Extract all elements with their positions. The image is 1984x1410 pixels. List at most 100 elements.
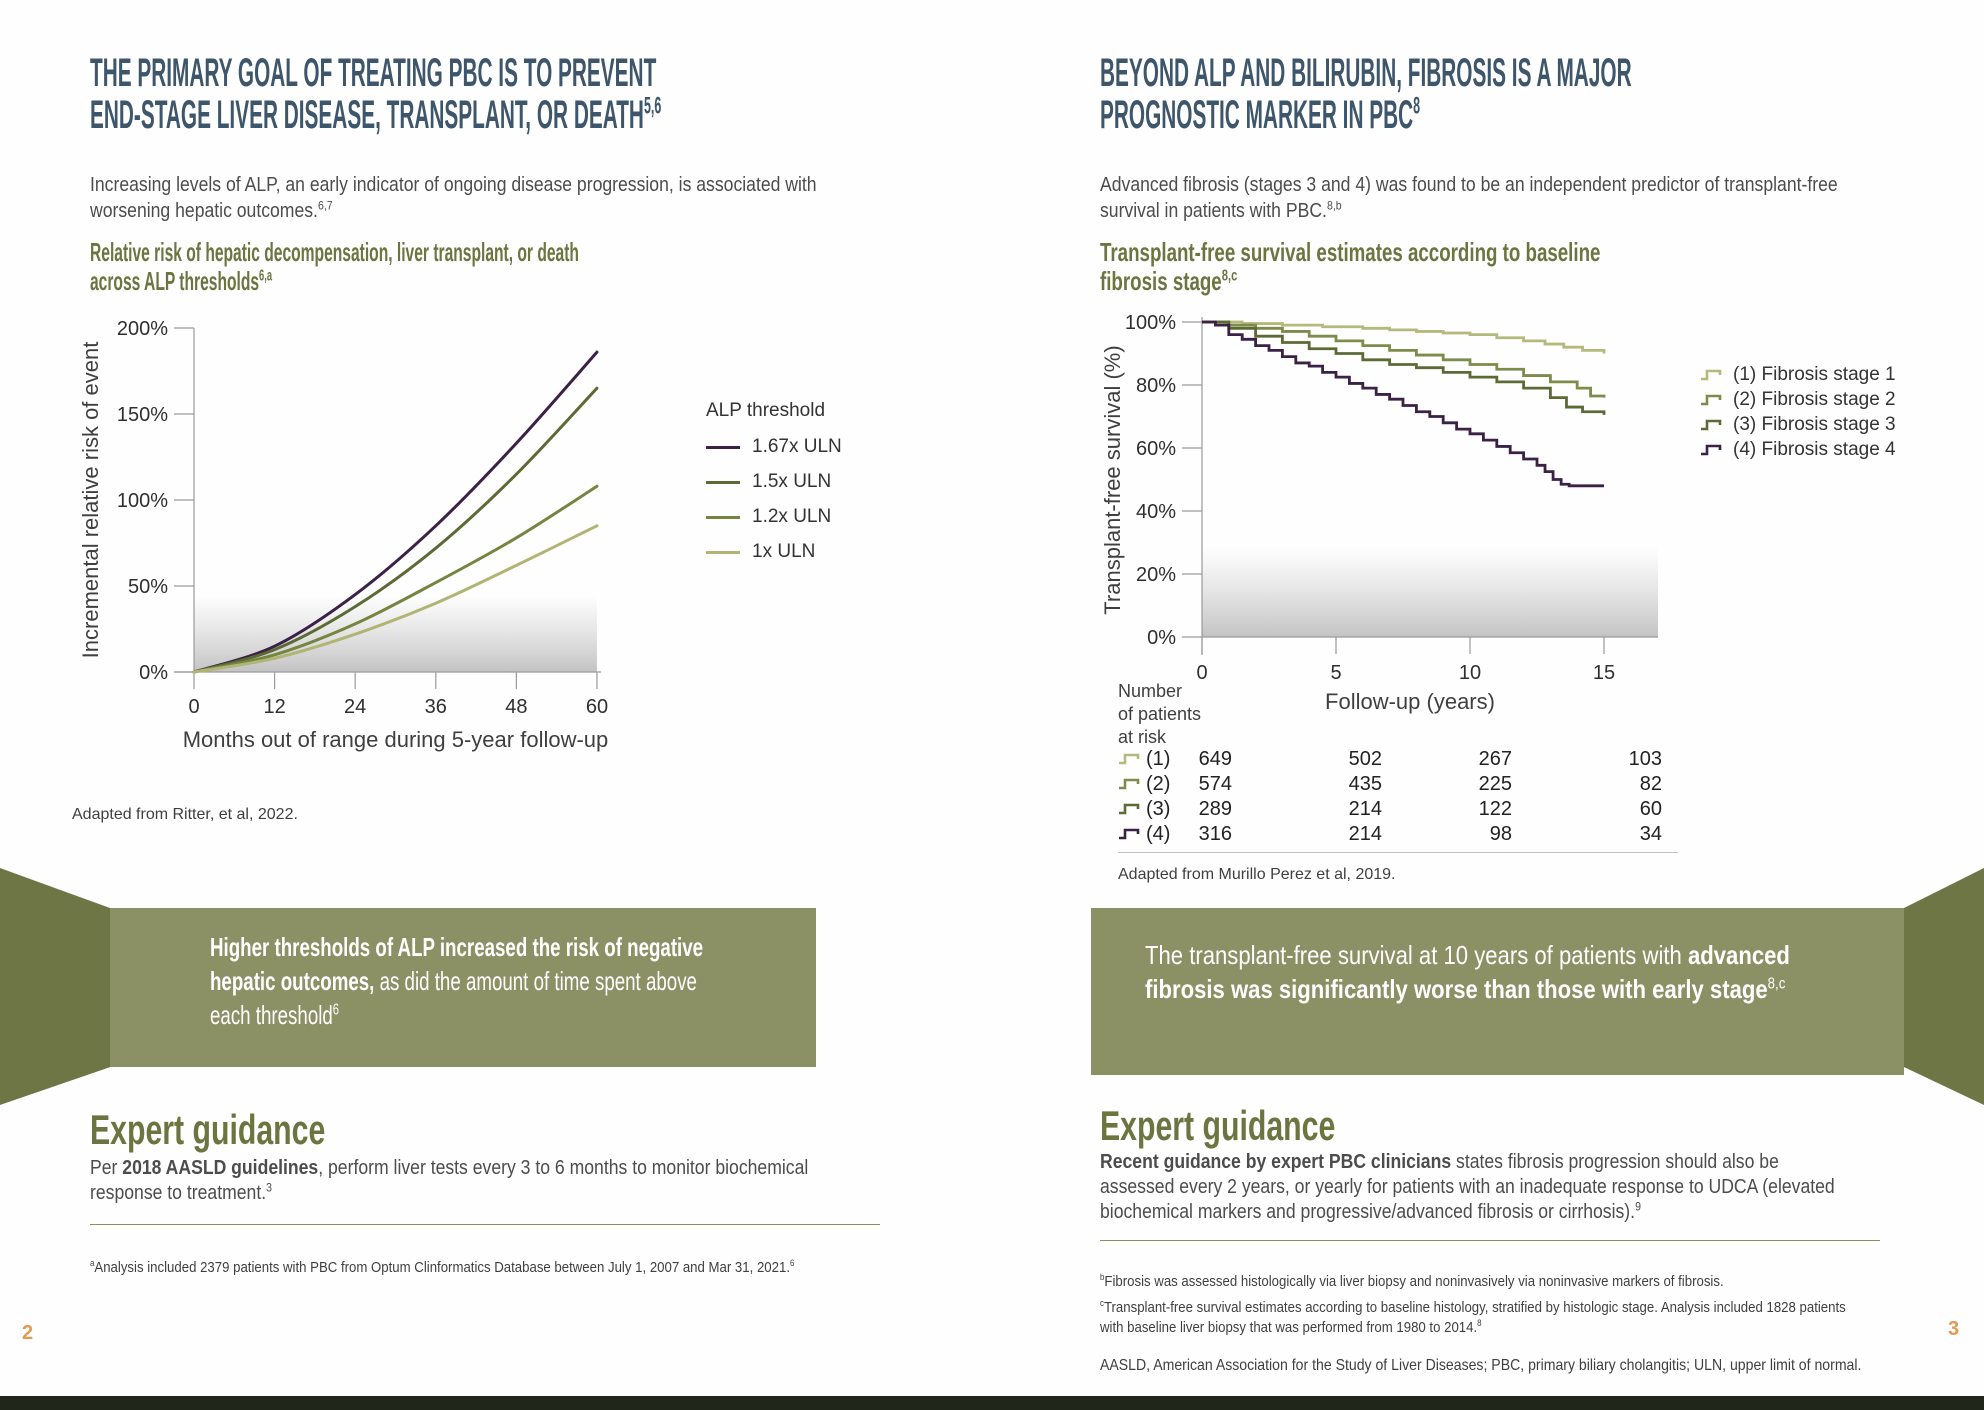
km-legend-item: (3) Fibrosis stage 3 <box>1700 413 1896 435</box>
left-divider-rule <box>90 1224 880 1225</box>
risk-count-value: 225 <box>1478 773 1512 795</box>
risk-row-key: (1) <box>1146 748 1171 770</box>
risk-row-key: (4) <box>1146 823 1171 845</box>
right-callout-box: The transplant-free survival at 10 years… <box>1091 908 1904 1075</box>
svg-text:15: 15 <box>1593 662 1615 684</box>
left-callout-ribbon-fold <box>0 868 110 1105</box>
risk-row-key: (2) <box>1146 773 1171 795</box>
risk-count-value: 122 <box>1478 798 1512 820</box>
svg-text:40%: 40% <box>1136 501 1176 523</box>
legend-label: (4) Fibrosis stage 4 <box>1733 438 1896 460</box>
right-intro: Advanced fibrosis (stages 3 and 4) was f… <box>1100 174 1838 222</box>
svg-text:0: 0 <box>188 696 199 718</box>
risk-count-value: 214 <box>1348 823 1382 845</box>
right-divider-rule <box>1100 1240 1880 1241</box>
left-expert-guidance-heading: Expert guidance <box>90 1106 326 1153</box>
legend-label: (3) Fibrosis stage 3 <box>1733 413 1896 435</box>
risk-count-value: 82 <box>1639 773 1662 795</box>
legend-label: 1.2x ULN <box>752 506 832 527</box>
alp-legend-item: 1.67x ULN <box>706 436 842 458</box>
legend-label: 1.5x ULN <box>752 471 832 492</box>
alp-legend-item: 1.5x ULN <box>706 471 842 493</box>
risk-table-row: (2) 574 435 225 82 <box>1090 773 1710 797</box>
left-page-title: THE PRIMARY GOAL OF TREATING PBC IS TO P… <box>90 52 661 136</box>
left-chart-heading-refs: 6,a <box>259 267 273 285</box>
svg-text:0%: 0% <box>1147 627 1176 649</box>
right-title-line-1: BEYOND ALP AND BILIRUBIN, FIBROSIS IS A … <box>1100 51 1632 95</box>
step-curve-icon <box>1701 419 1722 431</box>
alp-legend-item: 1.2x ULN <box>706 506 842 528</box>
svg-text:100%: 100% <box>1125 312 1176 334</box>
svg-text:20%: 20% <box>1136 564 1176 586</box>
risk-count-value: 289 <box>1198 798 1232 820</box>
risk-table-row: (1) 649 502 267 103 <box>1090 748 1710 772</box>
legend-line-swatch <box>706 515 740 519</box>
step-curve-icon <box>1701 369 1722 381</box>
risk-count-value: 267 <box>1478 748 1512 770</box>
alp-relative-risk-chart: 0% 50% 100% 150% 200% 0 12 24 36 48 60 Incremental … <box>78 318 609 752</box>
left-title-line-2: END-STAGE LIVER DISEASE, TRANSPLANT, OR … <box>90 92 662 137</box>
right-callout-ribbon-fold <box>1904 868 1984 1105</box>
svg-text:0%: 0% <box>139 662 168 684</box>
risk-count-value: 574 <box>1198 773 1232 795</box>
left-title-refs: 5,6 <box>643 92 662 120</box>
svg-text:80%: 80% <box>1136 375 1176 397</box>
risk-count-value: 502 <box>1348 748 1382 770</box>
alp-chart-legend: ALP threshold 1.67x ULN 1.5x ULN 1.2x ULN 1x… <box>706 400 842 576</box>
risk-count-value: 34 <box>1639 823 1662 845</box>
risk-label-line: of patients <box>1118 704 1202 724</box>
left-expert-guidance-body: Per 2018 AASLD guidelines, perform liver… <box>90 1157 809 1204</box>
left-page-number: 2 <box>22 1322 34 1344</box>
step-curve-icon <box>1119 753 1140 765</box>
left-expert-ref: 3 <box>266 1180 272 1195</box>
svg-text:60: 60 <box>586 696 608 718</box>
svg-text:12: 12 <box>263 696 285 718</box>
risk-table-rule <box>1118 852 1678 853</box>
km-legend-item: (2) Fibrosis stage 2 <box>1700 388 1896 410</box>
risk-count-value: 316 <box>1198 823 1232 845</box>
right-chart-heading-refs: 8,c <box>1221 267 1238 285</box>
alp-legend-title: ALP threshold <box>706 400 826 421</box>
right-callout-ref: 8,c <box>1767 975 1786 993</box>
left-callout-ref: 6 <box>332 1001 340 1019</box>
right-title-line-2: PROGNOSTIC MARKER IN PBC8 <box>1100 92 1421 137</box>
risk-count-value: 103 <box>1628 748 1662 770</box>
risk-label-line: Number <box>1118 681 1183 701</box>
km-chart-legend: (1) Fibrosis stage 1 (2) Fibrosis stage 2… <box>1700 363 1896 466</box>
left-title-line-1: THE PRIMARY GOAL OF TREATING PBC IS TO P… <box>90 51 657 95</box>
risk-table-row: (4) 316 214 98 34 <box>1090 823 1710 847</box>
left-footnote: aAnalysis included 2379 patients with PB… <box>90 1258 795 1277</box>
risk-count-value: 60 <box>1639 798 1662 820</box>
right-page-title: BEYOND ALP AND BILIRUBIN, FIBROSIS IS A … <box>1100 52 1632 136</box>
risk-count-value: 214 <box>1348 798 1382 820</box>
km-legend-item: (1) Fibrosis stage 1 <box>1700 363 1896 385</box>
right-expert-guidance-body: Recent guidance by expert PBC clinicians… <box>1100 1151 1835 1223</box>
left-callout-box: Higher thresholds of ALP increased the r… <box>110 908 816 1067</box>
step-curve-icon <box>1119 828 1140 840</box>
right-footnote-c: cTransplant-free survival estimates acco… <box>1100 1298 1846 1337</box>
risk-label-line: at risk <box>1118 727 1167 747</box>
alp-legend-item: 1x ULN <box>706 541 842 563</box>
right-title-refs: 8 <box>1413 92 1421 120</box>
svg-text:50%: 50% <box>128 576 168 598</box>
right-chart-source: Adapted from Murillo Perez et al, 2019. <box>1118 866 1396 883</box>
legend-line-swatch <box>706 445 740 449</box>
left-intro-refs: 6,7 <box>317 198 333 213</box>
svg-text:Incremental relative risk of e: Incremental relative risk of event <box>78 342 103 659</box>
legend-label: 1x ULN <box>752 541 816 562</box>
right-callout-text: The transplant-free survival at 10 years… <box>1145 940 1790 1004</box>
svg-text:Follow-up (years): Follow-up (years) <box>1325 689 1495 714</box>
svg-text:0: 0 <box>1196 662 1207 684</box>
risk-table-row: (3) 289 214 122 60 <box>1090 798 1710 822</box>
risk-count-value: 98 <box>1489 823 1512 845</box>
right-page-number: 3 <box>1948 1318 1960 1340</box>
svg-text:200%: 200% <box>117 318 168 340</box>
risk-count-value: 649 <box>1198 748 1232 770</box>
svg-text:Months out of range during 5-y: Months out of range during 5-year follow… <box>183 727 609 752</box>
legend-label: 1.67x ULN <box>752 436 842 457</box>
svg-text:100%: 100% <box>117 490 168 512</box>
step-curve-icon <box>1701 444 1722 456</box>
legend-label: (1) Fibrosis stage 1 <box>1733 363 1896 385</box>
legend-label: (2) Fibrosis stage 2 <box>1733 388 1896 410</box>
